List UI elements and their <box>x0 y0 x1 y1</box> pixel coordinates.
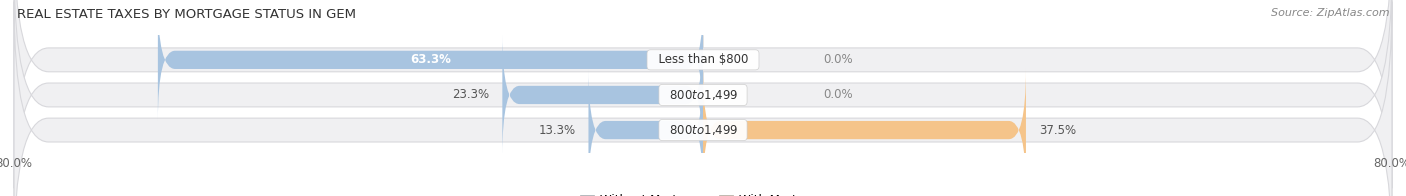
Text: $800 to $1,499: $800 to $1,499 <box>662 88 744 102</box>
Text: Source: ZipAtlas.com: Source: ZipAtlas.com <box>1271 8 1389 18</box>
Text: REAL ESTATE TAXES BY MORTGAGE STATUS IN GEM: REAL ESTATE TAXES BY MORTGAGE STATUS IN … <box>17 8 356 21</box>
FancyBboxPatch shape <box>502 34 703 156</box>
FancyBboxPatch shape <box>157 0 703 121</box>
FancyBboxPatch shape <box>14 0 1392 196</box>
FancyBboxPatch shape <box>703 69 1026 191</box>
Text: Less than $800: Less than $800 <box>651 53 755 66</box>
Text: 0.0%: 0.0% <box>824 88 853 102</box>
Text: $800 to $1,499: $800 to $1,499 <box>662 123 744 137</box>
Text: 63.3%: 63.3% <box>411 53 451 66</box>
Text: 37.5%: 37.5% <box>1039 123 1076 137</box>
Text: 23.3%: 23.3% <box>453 88 489 102</box>
FancyBboxPatch shape <box>589 69 703 191</box>
Legend: Without Mortgage, With Mortgage: Without Mortgage, With Mortgage <box>575 189 831 196</box>
Text: 0.0%: 0.0% <box>824 53 853 66</box>
FancyBboxPatch shape <box>14 0 1392 188</box>
FancyBboxPatch shape <box>14 2 1392 196</box>
Text: 13.3%: 13.3% <box>538 123 575 137</box>
